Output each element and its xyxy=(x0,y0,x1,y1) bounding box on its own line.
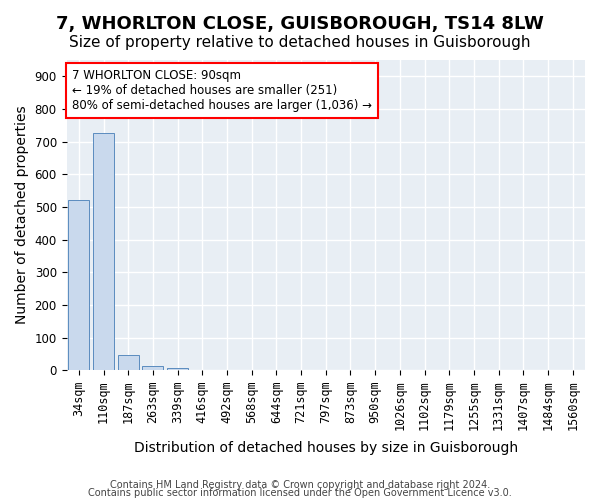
Bar xyxy=(118,356,139,370)
Text: 7, WHORLTON CLOSE, GUISBOROUGH, TS14 8LW: 7, WHORLTON CLOSE, GUISBOROUGH, TS14 8LW xyxy=(56,15,544,33)
Text: Contains HM Land Registry data © Crown copyright and database right 2024.: Contains HM Land Registry data © Crown c… xyxy=(110,480,490,490)
Text: 7 WHORLTON CLOSE: 90sqm
← 19% of detached houses are smaller (251)
80% of semi-d: 7 WHORLTON CLOSE: 90sqm ← 19% of detache… xyxy=(72,70,372,112)
Text: Size of property relative to detached houses in Guisborough: Size of property relative to detached ho… xyxy=(69,35,531,50)
Y-axis label: Number of detached properties: Number of detached properties xyxy=(15,106,29,324)
Bar xyxy=(142,366,163,370)
X-axis label: Distribution of detached houses by size in Guisborough: Distribution of detached houses by size … xyxy=(134,441,518,455)
Text: Contains public sector information licensed under the Open Government Licence v3: Contains public sector information licen… xyxy=(88,488,512,498)
Bar xyxy=(68,200,89,370)
Bar xyxy=(93,133,114,370)
Bar xyxy=(167,368,188,370)
